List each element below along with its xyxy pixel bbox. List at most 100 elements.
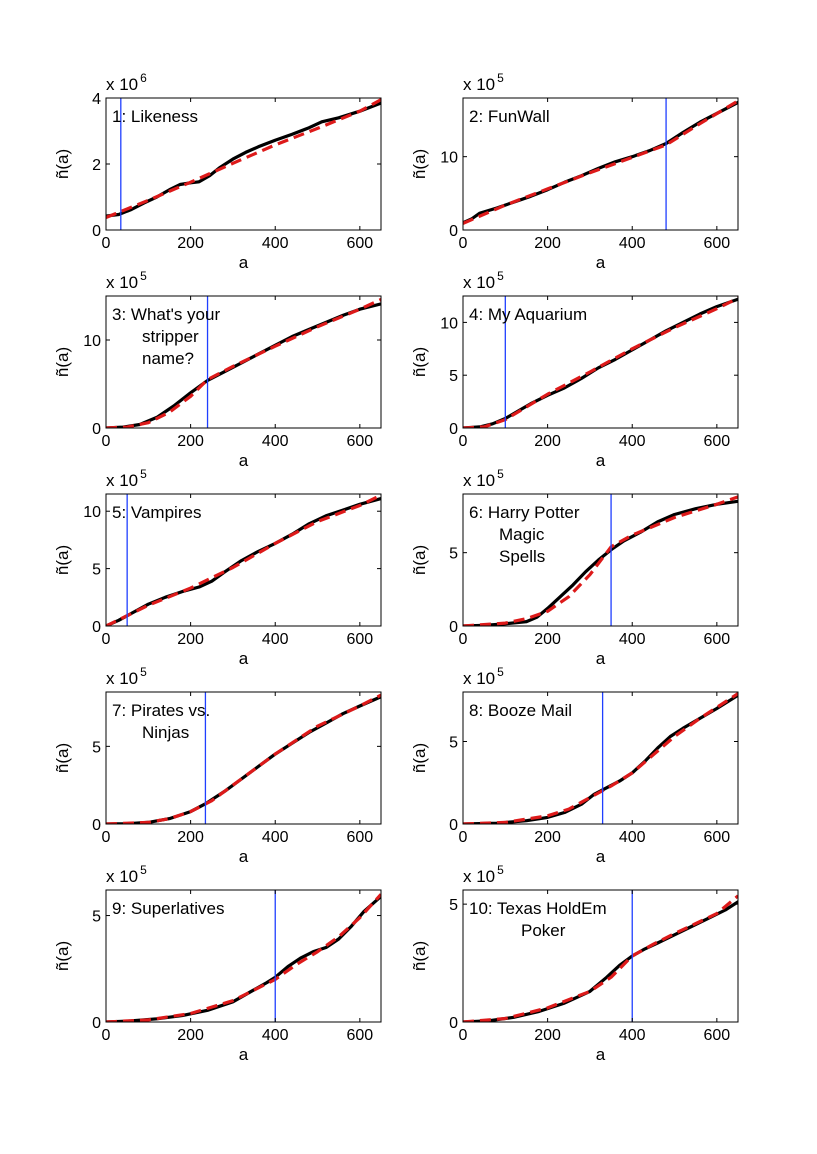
y-scale-exponent: x 10 6 xyxy=(106,71,147,94)
subplot-8: 0 200 400 600 0 5 x 10 5 a ñ(a) 8: Booze Mail xyxy=(410,665,739,866)
y-tick-label: 0 xyxy=(92,619,101,636)
x-tick-label: 600 xyxy=(703,235,730,252)
axes-frame xyxy=(462,493,739,627)
y-axis-label: ñ(a) xyxy=(410,149,429,179)
y-tick-label: 10 xyxy=(440,150,458,167)
plot-content xyxy=(463,296,738,428)
x-tick-label: 400 xyxy=(262,829,289,846)
x-tick-label: 600 xyxy=(346,433,373,450)
subplot-6: 0 200 400 600 0 5 x 10 5 a ñ(a) 6: Harry Potter Mag… xyxy=(410,467,739,668)
y-scale-exponent: x 10 5 xyxy=(463,665,504,688)
panel-title-line: 4: My Aquarium xyxy=(469,305,587,324)
plot-content xyxy=(106,494,381,626)
x-tick-label: 400 xyxy=(619,631,646,648)
y-scale-exponent: x 10 5 xyxy=(106,863,147,886)
x-tick-label: 0 xyxy=(459,829,468,846)
y-scale-exponent: x 10 5 xyxy=(463,863,504,886)
x-tick-label: 0 xyxy=(102,1027,111,1044)
x-tick-label: 600 xyxy=(346,631,373,648)
fit-series-line xyxy=(463,692,738,824)
x-tick-label: 0 xyxy=(102,433,111,450)
panel-title-line: name? xyxy=(142,349,194,368)
plot-content xyxy=(106,296,381,428)
y-tick-label: 5 xyxy=(449,368,458,385)
y-tick-label: 5 xyxy=(449,897,458,914)
x-axis-label: a xyxy=(596,253,606,272)
y-tick-label: 10 xyxy=(83,333,101,350)
fit-series-line xyxy=(106,298,381,428)
y-scale-exponent: x 10 5 xyxy=(106,665,147,688)
x-axis-label: a xyxy=(239,847,249,866)
x-tick-label: 200 xyxy=(534,631,561,648)
y-axis-label: ñ(a) xyxy=(410,347,429,377)
panel-title-line: 8: Booze Mail xyxy=(469,701,572,720)
x-tick-label: 600 xyxy=(346,829,373,846)
axes-frame xyxy=(105,691,382,825)
x-tick-label: 200 xyxy=(534,1027,561,1044)
x-tick-label: 600 xyxy=(346,235,373,252)
panel-title-line: 6: Harry Potter xyxy=(469,503,580,522)
x-tick-label: 200 xyxy=(177,235,204,252)
y-axis-label: ñ(a) xyxy=(53,149,72,179)
plot-content xyxy=(463,890,738,1022)
subplot-3: 0 200 400 600 0 10 x 10 5 a ñ(a) 3: What's your str… xyxy=(53,269,382,470)
axes-frame xyxy=(105,493,382,627)
panel-title-line: 9: Superlatives xyxy=(112,899,224,918)
panel-title: 2: FunWall xyxy=(469,107,550,126)
y-tick-label: 5 xyxy=(449,546,458,563)
x-tick-label: 600 xyxy=(346,1027,373,1044)
y-tick-label: 0 xyxy=(92,1015,101,1032)
x-tick-label: 600 xyxy=(703,433,730,450)
y-tick-label: 5 xyxy=(92,739,101,756)
plot-area xyxy=(106,692,381,824)
x-tick-label: 400 xyxy=(262,631,289,648)
x-tick-label: 400 xyxy=(262,433,289,450)
panel-title-line: Spells xyxy=(499,547,545,566)
x-tick-label: 400 xyxy=(619,235,646,252)
panel-title: 9: Superlatives xyxy=(112,899,224,918)
fit-series-line xyxy=(106,494,381,626)
subplot-9: 0 200 400 600 0 5 x 10 5 a ñ(a) 9: Superlatives xyxy=(53,863,382,1064)
panel-title-line: 2: FunWall xyxy=(469,107,550,126)
plot-area xyxy=(106,890,381,1022)
plot-area xyxy=(463,890,738,1022)
panel-title: 7: Pirates vs. Ninjas xyxy=(112,701,210,742)
axes-frame xyxy=(105,295,382,429)
fit-series-line xyxy=(463,495,738,626)
y-axis-label: ñ(a) xyxy=(410,941,429,971)
y-tick-label: 0 xyxy=(449,817,458,834)
x-tick-label: 200 xyxy=(177,829,204,846)
x-tick-label: 600 xyxy=(703,829,730,846)
x-axis-label: a xyxy=(239,451,249,470)
x-axis-label: a xyxy=(596,451,606,470)
axes-frame xyxy=(462,691,739,825)
fit-series-line xyxy=(106,693,381,824)
panel-title: 5: Vampires xyxy=(112,503,201,522)
panel-title-line: stripper xyxy=(142,327,199,346)
x-tick-label: 400 xyxy=(619,829,646,846)
x-tick-label: 0 xyxy=(459,631,468,648)
fit-series-line xyxy=(106,893,381,1022)
y-axis-label: ñ(a) xyxy=(53,545,72,575)
y-tick-label: 2 xyxy=(92,157,101,174)
panel-title: 8: Booze Mail xyxy=(469,701,572,720)
y-scale-exponent: x 10 5 xyxy=(463,467,504,490)
panel-title-line: Poker xyxy=(521,921,566,940)
x-tick-label: 0 xyxy=(102,829,111,846)
plot-content xyxy=(106,98,381,230)
axes-frame xyxy=(105,889,382,1023)
y-tick-label: 0 xyxy=(92,223,101,240)
subplot-7: 0 200 400 600 0 5 x 10 5 a ñ(a) 7: Pirates vs. Ninj… xyxy=(53,665,382,866)
panel-title-line: 10: Texas HoldEm xyxy=(469,899,607,918)
x-tick-label: 0 xyxy=(459,1027,468,1044)
plot-content xyxy=(463,692,738,824)
panel-title-line: Magic xyxy=(499,525,545,544)
y-scale-exponent: x 10 5 xyxy=(106,467,147,490)
x-tick-label: 0 xyxy=(102,235,111,252)
fit-series-line xyxy=(463,296,738,428)
y-tick-label: 5 xyxy=(449,735,458,752)
plot-area xyxy=(463,98,738,230)
panel-title-line: 1: Likeness xyxy=(112,107,198,126)
